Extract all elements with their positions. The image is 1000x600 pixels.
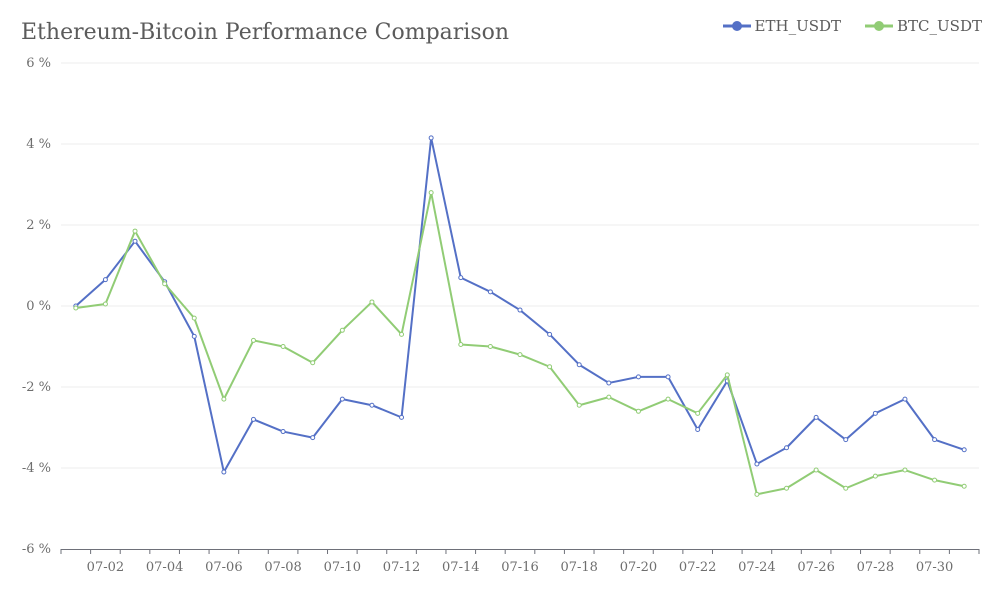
data-point-btc-usdt[interactable]: [250, 337, 256, 343]
data-point-eth-usdt[interactable]: [428, 135, 434, 141]
data-point-eth-usdt[interactable]: [754, 461, 760, 467]
data-point-eth-usdt[interactable]: [517, 307, 523, 313]
y-tick-label: -6 %: [22, 542, 51, 557]
data-point-eth-usdt[interactable]: [250, 416, 256, 422]
data-point-btc-usdt[interactable]: [665, 396, 671, 402]
data-point-btc-usdt[interactable]: [813, 467, 819, 473]
data-point-btc-usdt[interactable]: [399, 331, 405, 337]
data-point-eth-usdt[interactable]: [606, 380, 612, 386]
legend-item-eth[interactable]: ETH_USDT: [722, 17, 842, 35]
data-point-btc-usdt[interactable]: [458, 341, 464, 347]
data-point-eth-usdt[interactable]: [695, 427, 701, 433]
data-point-eth-usdt[interactable]: [132, 238, 138, 244]
data-point-eth-usdt[interactable]: [280, 429, 286, 435]
data-point-eth-usdt[interactable]: [932, 437, 938, 443]
x-tick-label: 07-14: [442, 560, 479, 575]
x-tick-label: 07-28: [857, 560, 894, 575]
data-point-btc-usdt[interactable]: [695, 410, 701, 416]
data-point-btc-usdt[interactable]: [547, 364, 553, 370]
x-tick-label: 07-12: [383, 560, 420, 575]
series-line-eth-usdt: [74, 136, 966, 474]
data-point-eth-usdt[interactable]: [872, 410, 878, 416]
chart-title: Ethereum-Bitcoin Performance Comparison: [21, 20, 510, 45]
data-point-eth-usdt[interactable]: [458, 275, 464, 281]
x-tick-label: 07-10: [324, 560, 361, 575]
y-tick-label: 6 %: [26, 56, 51, 71]
data-point-btc-usdt[interactable]: [428, 190, 434, 196]
x-tick-label: 07-22: [679, 560, 716, 575]
data-point-eth-usdt[interactable]: [221, 469, 227, 475]
data-point-btc-usdt[interactable]: [872, 473, 878, 479]
x-tick-label: 07-04: [146, 560, 183, 575]
data-point-eth-usdt[interactable]: [339, 396, 345, 402]
legend-item-btc[interactable]: BTC_USDT: [865, 17, 982, 35]
data-point-eth-usdt[interactable]: [487, 289, 493, 295]
data-point-eth-usdt[interactable]: [813, 414, 819, 420]
data-point-eth-usdt[interactable]: [547, 331, 553, 337]
data-point-eth-usdt[interactable]: [369, 402, 375, 408]
legend-swatch-eth: [722, 21, 751, 31]
x-tick-label: 07-30: [916, 560, 953, 575]
data-point-btc-usdt[interactable]: [784, 485, 790, 491]
axis-layer: -6 % -4 % -2 % 0 % 2 % 4 % 6 % 07-02 07-04 07-06 0…: [22, 56, 980, 575]
data-point-btc-usdt[interactable]: [576, 402, 582, 408]
legend-label-eth: ETH_USDT: [754, 17, 842, 35]
data-point-btc-usdt[interactable]: [132, 228, 138, 234]
data-point-eth-usdt[interactable]: [102, 277, 108, 283]
data-point-btc-usdt[interactable]: [310, 360, 316, 366]
grid-layer: [61, 62, 979, 469]
x-tick-label: 07-02: [87, 560, 124, 575]
y-tick-label: 2 %: [26, 218, 51, 233]
data-point-eth-usdt[interactable]: [635, 374, 641, 380]
data-point-btc-usdt[interactable]: [73, 305, 79, 311]
x-tick-label: 07-08: [264, 560, 301, 575]
data-point-btc-usdt[interactable]: [606, 394, 612, 400]
data-point-btc-usdt[interactable]: [369, 299, 375, 305]
data-point-eth-usdt[interactable]: [310, 435, 316, 441]
data-point-eth-usdt[interactable]: [902, 396, 908, 402]
data-point-btc-usdt[interactable]: [102, 301, 108, 307]
data-point-eth-usdt[interactable]: [784, 445, 790, 451]
data-point-eth-usdt[interactable]: [576, 362, 582, 368]
data-point-btc-usdt[interactable]: [280, 344, 286, 349]
y-tick-label: 4 %: [26, 137, 51, 152]
series-layer: [73, 135, 967, 497]
data-point-btc-usdt[interactable]: [339, 327, 345, 333]
data-point-btc-usdt[interactable]: [221, 396, 227, 402]
series-line-btc-usdt: [74, 191, 966, 496]
x-tick-label: 07-24: [738, 560, 775, 575]
y-tick-label: -4 %: [22, 461, 51, 476]
data-point-btc-usdt[interactable]: [635, 408, 641, 414]
data-point-eth-usdt[interactable]: [665, 374, 671, 380]
data-point-btc-usdt[interactable]: [487, 344, 493, 349]
x-tick-label: 07-18: [560, 560, 597, 575]
chart-legend: ETH_USDT BTC_USDT: [722, 17, 982, 35]
legend-swatch-btc: [865, 21, 894, 31]
data-point-btc-usdt[interactable]: [902, 467, 908, 473]
data-point-btc-usdt[interactable]: [932, 477, 938, 483]
y-tick-label: 0 %: [26, 299, 51, 314]
x-tick-label: 07-20: [620, 560, 657, 575]
data-point-btc-usdt[interactable]: [961, 483, 967, 489]
data-point-btc-usdt[interactable]: [191, 315, 197, 321]
x-tick-label: 07-26: [797, 560, 834, 575]
x-tick-label: 07-16: [501, 560, 538, 575]
data-point-btc-usdt[interactable]: [162, 281, 168, 287]
legend-label-btc: BTC_USDT: [897, 17, 982, 35]
data-point-btc-usdt[interactable]: [724, 372, 730, 378]
y-tick-label: -2 %: [22, 380, 51, 395]
data-point-eth-usdt[interactable]: [961, 447, 967, 453]
data-point-eth-usdt[interactable]: [843, 437, 849, 443]
data-point-btc-usdt[interactable]: [517, 352, 523, 358]
x-tick-label: 07-06: [205, 560, 242, 575]
data-point-eth-usdt[interactable]: [191, 333, 197, 339]
data-point-btc-usdt[interactable]: [843, 485, 849, 491]
data-point-btc-usdt[interactable]: [754, 491, 760, 497]
data-point-eth-usdt[interactable]: [399, 414, 405, 420]
